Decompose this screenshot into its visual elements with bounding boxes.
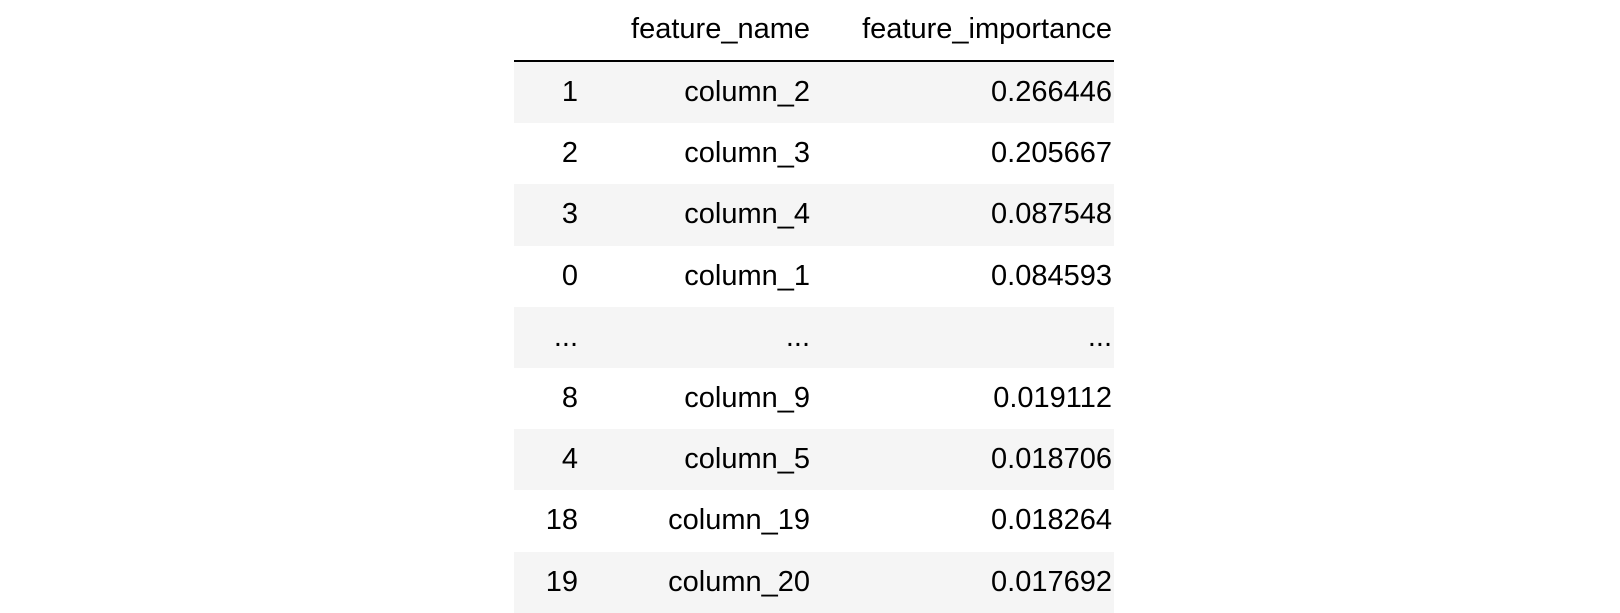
feature-name-column-header: feature_name bbox=[580, 0, 812, 62]
feature-importance-column-header: feature_importance bbox=[812, 0, 1114, 62]
feature-importance-cell: 0.266446 bbox=[991, 76, 1112, 109]
ellipsis-row: ... ... ... bbox=[514, 306, 1114, 368]
table-row: 0 column_1 0.084593 bbox=[514, 245, 1114, 307]
feature-importance-table: feature_name feature_importance 1 column… bbox=[514, 0, 1114, 613]
row-index: 19 bbox=[545, 565, 578, 598]
feature-importance-cell: ... bbox=[1087, 320, 1112, 353]
table-row: 2 column_3 0.205667 bbox=[514, 123, 1114, 185]
table-row: 19 column_20 0.017692 bbox=[514, 551, 1114, 613]
feature-importance-cell: 0.019112 bbox=[993, 382, 1112, 415]
row-index: 0 bbox=[561, 259, 578, 292]
feature-name-cell: column_19 bbox=[668, 504, 810, 537]
feature-importance-cell: 0.084593 bbox=[991, 259, 1112, 292]
row-index: ... bbox=[553, 320, 578, 353]
table-row: 1 column_2 0.266446 bbox=[514, 61, 1114, 124]
header-row: feature_name feature_importance bbox=[514, 0, 1114, 62]
table-header: feature_name feature_importance bbox=[514, 0, 1114, 62]
feature-importance-cell: 0.018706 bbox=[991, 443, 1112, 476]
table-body: 1 column_2 0.266446 2 column_3 0.205667 … bbox=[514, 61, 1114, 613]
feature-name-cell: column_4 bbox=[684, 198, 810, 231]
feature-name-cell: column_3 bbox=[684, 137, 810, 170]
feature-importance-cell: 0.205667 bbox=[991, 137, 1112, 170]
dataframe-output: feature_name feature_importance 1 column… bbox=[514, 0, 1114, 613]
feature-name-cell: column_20 bbox=[668, 565, 810, 598]
feature-name-cell: column_2 bbox=[684, 76, 810, 109]
row-index: 1 bbox=[561, 76, 578, 109]
row-index: 4 bbox=[561, 443, 578, 476]
feature-name-cell: column_1 bbox=[684, 259, 810, 292]
feature-name-cell: ... bbox=[785, 320, 810, 353]
table-row: 8 column_9 0.019112 bbox=[514, 367, 1114, 430]
feature-name-cell: column_5 bbox=[684, 443, 810, 476]
row-index: 2 bbox=[561, 137, 578, 170]
feature-name-cell: column_9 bbox=[684, 382, 810, 415]
feature-importance-cell: 0.017692 bbox=[991, 565, 1112, 598]
feature-importance-cell: 0.018264 bbox=[991, 504, 1112, 537]
row-index: 3 bbox=[561, 198, 578, 231]
row-index: 8 bbox=[561, 382, 578, 415]
row-index: 18 bbox=[545, 504, 578, 537]
table-row: 18 column_19 0.018264 bbox=[514, 490, 1114, 552]
table-row: 4 column_5 0.018706 bbox=[514, 429, 1114, 491]
table-row: 3 column_4 0.087548 bbox=[514, 184, 1114, 246]
index-column-header bbox=[514, 0, 580, 62]
feature-importance-cell: 0.087548 bbox=[991, 198, 1112, 231]
